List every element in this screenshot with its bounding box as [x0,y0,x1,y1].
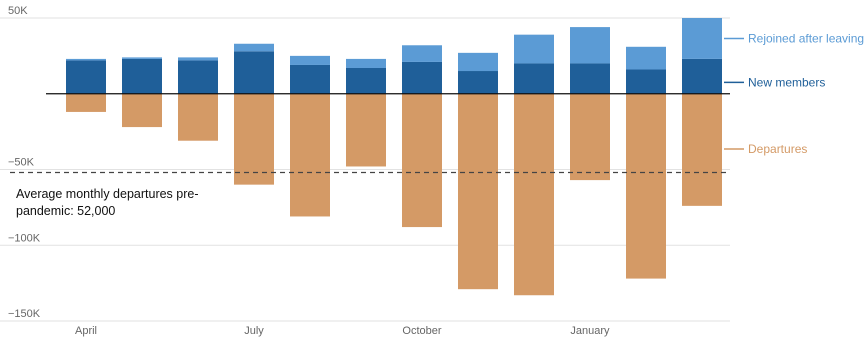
bar-departures-jan [570,93,610,181]
bar-departures-sep [346,93,386,167]
legend: Rejoined after leaving New members Departu… [724,31,864,156]
bar-rejoined-after-leaving-nov [458,52,498,72]
legend-label-departures: Departures [748,142,807,156]
bar-new-members-nov [458,71,498,94]
bar-new-members-sep [346,67,386,94]
bar-departures-aug [290,93,330,217]
bar-rejoined-after-leaving-mar [682,18,722,59]
x-tick-label-july: July [244,325,264,337]
bar-departures-jun [178,93,218,141]
bar-new-members-feb [626,69,666,94]
bar-departures-nov [458,93,498,290]
legend-label-rejoined-after-leaving: Rejoined after leaving [748,31,864,45]
bar-new-members-oct [402,61,442,94]
bar-new-members-aug [290,64,330,94]
bar-new-members-mar [682,58,722,94]
bar-departures-oct [402,93,442,228]
bar-rejoined-after-leaving-may [122,57,162,59]
bar-departures-jul [234,93,274,185]
bar-new-members-jan [570,63,610,94]
y-tick-label-1: −50K [8,157,35,169]
bar-departures-feb [626,93,666,279]
y-tick-label-2: −100K [8,232,41,244]
x-tick-label-october: October [402,325,441,337]
bar-rejoined-after-leaving-jun [178,57,218,61]
x-tick-label-april: April [75,325,97,337]
bar-rejoined-after-leaving-sep [346,58,386,68]
bar-rejoined-after-leaving-jul [234,43,274,52]
y-tick-label-0: 50K [8,5,28,17]
bar-rejoined-after-leaving-apr [66,58,106,61]
bar-new-members-dec [514,63,554,94]
bar-departures-may [122,93,162,128]
y-axis: 50K −50K −100K −150K [8,5,41,320]
bar-departures-apr [66,93,106,112]
bar-departures-mar [682,93,722,206]
bars [66,18,722,296]
bar-new-members-jul [234,51,274,94]
y-tick-label-3: −150K [8,308,41,320]
bar-departures-dec [514,93,554,296]
bar-new-members-apr [66,60,106,94]
bar-new-members-jun [178,60,218,94]
bar-rejoined-after-leaving-jan [570,27,610,64]
annotation-line-2: pandemic: 52,000 [16,204,115,218]
x-tick-label-january: January [570,325,610,337]
bar-rejoined-after-leaving-dec [514,34,554,64]
legend-label-new-members: New members [748,75,825,89]
x-axis: April July October January [75,325,610,337]
bar-rejoined-after-leaving-feb [626,46,666,70]
bar-rejoined-after-leaving-aug [290,55,330,65]
annotation-line-1: Average monthly departures pre- [16,187,199,201]
bar-new-members-may [122,58,162,94]
bar-rejoined-after-leaving-oct [402,45,442,62]
